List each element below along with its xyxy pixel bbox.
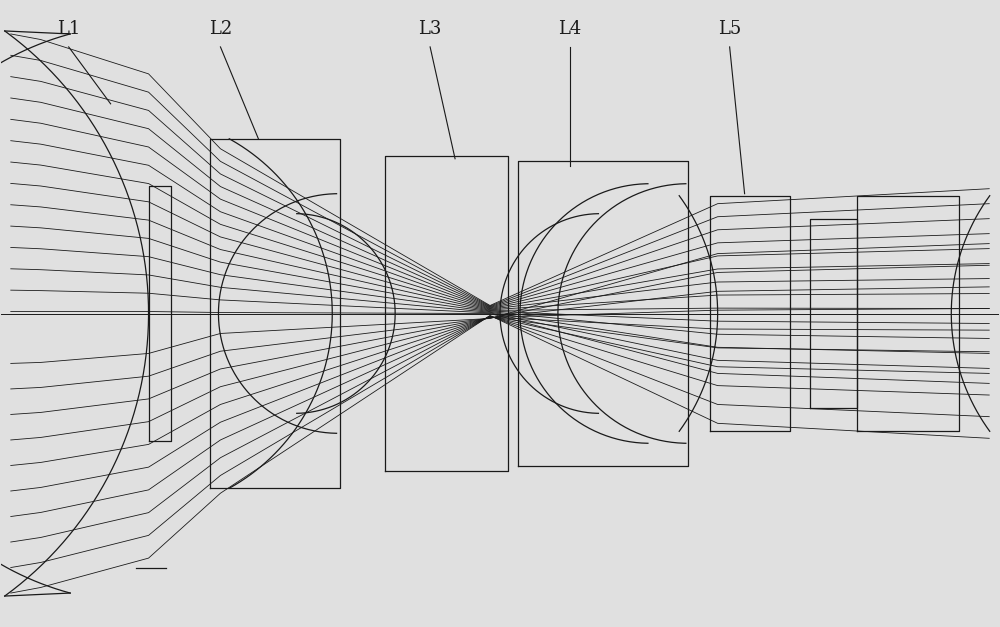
Text: L4: L4 — [558, 20, 582, 38]
Text: L3: L3 — [418, 20, 442, 38]
Text: L5: L5 — [718, 20, 741, 38]
Text: L2: L2 — [209, 20, 232, 38]
Text: L1: L1 — [57, 20, 80, 38]
